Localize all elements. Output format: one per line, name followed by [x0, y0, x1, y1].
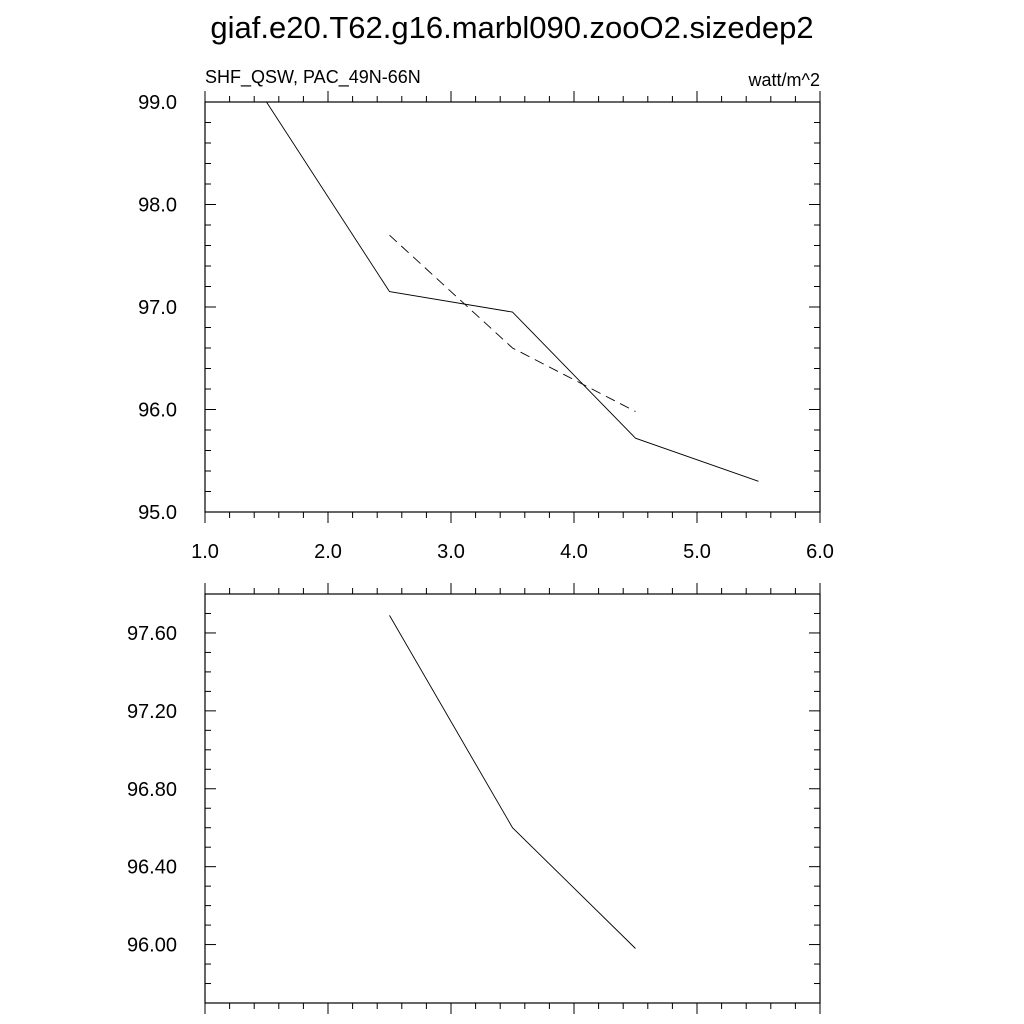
bottom-panel: 96.00 96.40 96.80 97.20 97.60: [127, 583, 821, 1014]
series-line-solid: [389, 615, 636, 949]
y-tick-label: 97.60: [127, 623, 177, 645]
y-tick-label: 96.00: [127, 935, 177, 957]
series-line-solid: [266, 101, 759, 482]
y-tick-label: 97.20: [127, 701, 177, 723]
plot-frame: [204, 593, 821, 1004]
y-tick-label: 96.80: [127, 779, 177, 801]
top-panel-right-label: watt/m^2: [748, 70, 820, 90]
x-tick-label: 6.0: [806, 541, 834, 563]
y-tick-label: 96.40: [127, 857, 177, 879]
y-tick-label: 97.0: [138, 297, 177, 319]
x-tick-label: 3.0: [437, 541, 465, 563]
y-tick-label: 96.0: [138, 400, 177, 422]
y-tick-label: 95.0: [138, 502, 177, 524]
chart-title: giaf.e20.T62.g16.marbl090.zooO2.sizedep2: [210, 10, 813, 45]
y-tick-label: 98.0: [138, 195, 177, 217]
series-line-dashed: [389, 234, 636, 412]
top-panel-left-label: SHF_QSW, PAC_49N-66N: [205, 67, 421, 88]
top-panel: 1.0 2.0 3.0 4.0 5.0 6.0 95.0 96.0 97.0 98.0 99.0: [138, 91, 834, 563]
plot-frame: [204, 101, 821, 513]
x-tick-label: 5.0: [683, 541, 711, 563]
x-tick-label: 4.0: [560, 541, 588, 563]
x-tick-label: 1.0: [191, 541, 219, 563]
x-tick-label: 2.0: [314, 541, 342, 563]
y-tick-label: 99.0: [138, 92, 177, 114]
